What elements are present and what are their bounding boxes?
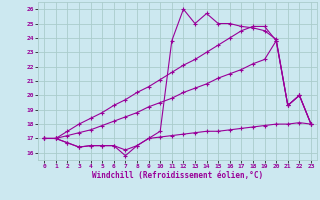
X-axis label: Windchill (Refroidissement éolien,°C): Windchill (Refroidissement éolien,°C)	[92, 171, 263, 180]
